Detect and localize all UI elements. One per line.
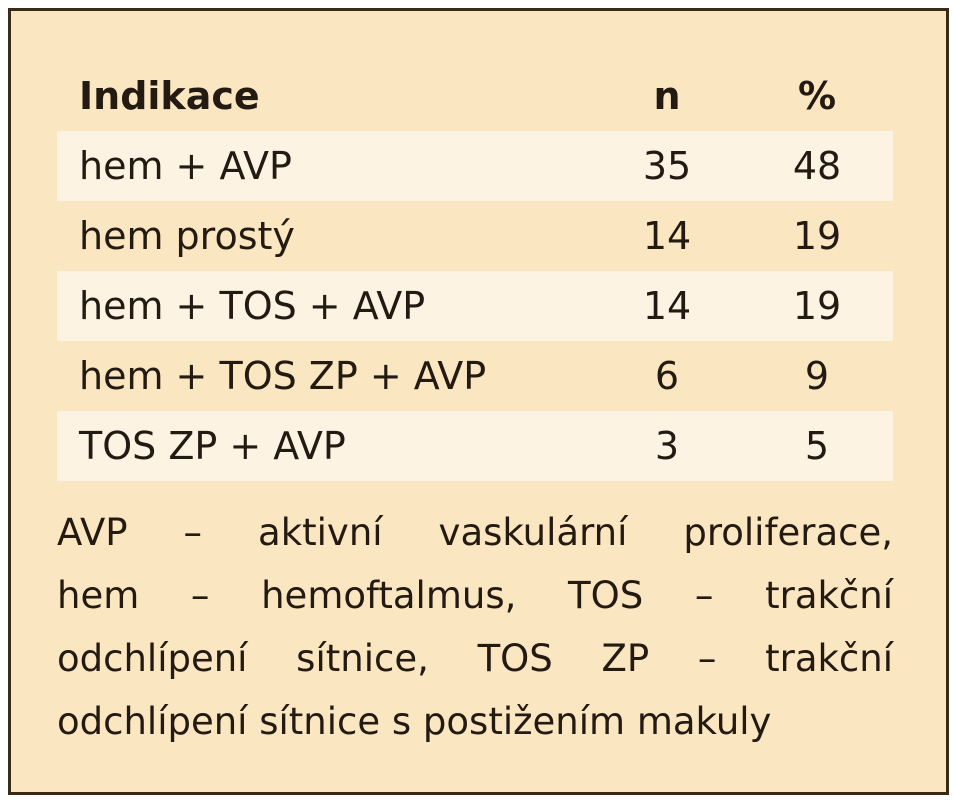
- table-cell: 19: [792, 284, 842, 328]
- footnote: AVP – aktivní vaskulární proliferace, hem…: [57, 501, 893, 753]
- table-cell: hem + TOS + AVP: [79, 284, 426, 328]
- table-row: hem + AVP 35 48: [57, 131, 893, 201]
- table-cell: 3: [654, 424, 680, 468]
- footnote-line: hem – hemoftalmus, TOS – trakční: [57, 574, 893, 617]
- table-cell: hem prostý: [79, 214, 295, 258]
- table-cell: hem + AVP: [79, 144, 292, 188]
- footnote-line: odchlípení sítnice, TOS ZP – trakční: [57, 637, 893, 680]
- header-cell: %: [797, 74, 837, 118]
- table-row: hem + TOS + AVP 14 19: [57, 271, 893, 341]
- table-row: hem prostý 14 19: [57, 201, 893, 271]
- header-row: Indikace n%: [57, 61, 893, 131]
- table-cell: 48: [792, 144, 842, 188]
- table-box: Indikace n% hem + AVP 35 48 hem prostý 14 19 hem…: [8, 8, 949, 795]
- footnote-line: odchlípení sítnice s postižením makuly: [57, 700, 772, 743]
- table-cell: TOS ZP + AVP: [79, 424, 346, 468]
- table-cell: 14: [642, 214, 692, 258]
- table-cell: 5: [804, 424, 830, 468]
- header-cell: Indikace: [79, 74, 260, 118]
- table-cell: 6: [654, 354, 680, 398]
- table-row: hem + TOS ZP + AVP 6 9: [57, 341, 893, 411]
- table-cell: 19: [792, 214, 842, 258]
- table-cell: 35: [642, 144, 692, 188]
- header-cell: n: [653, 74, 681, 118]
- table-cell: hem + TOS ZP + AVP: [79, 354, 487, 398]
- table: Indikace n% hem + AVP 35 48 hem prostý 14 19 hem…: [57, 61, 893, 481]
- table-cell: 14: [642, 284, 692, 328]
- table-row: TOS ZP + AVP 3 5: [57, 411, 893, 481]
- footnote-line: AVP – aktivní vaskulární proliferace,: [57, 511, 893, 554]
- table-cell: 9: [804, 354, 830, 398]
